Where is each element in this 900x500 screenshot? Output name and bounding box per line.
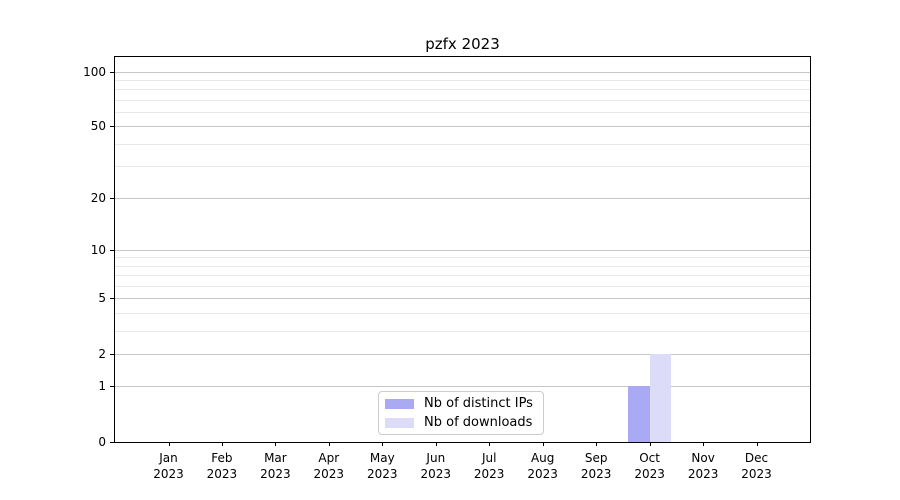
chart-title: pzfx 2023 bbox=[425, 35, 500, 53]
x-tick-mark bbox=[168, 442, 170, 446]
minor-gridline bbox=[115, 112, 810, 113]
y-tick-mark bbox=[110, 442, 114, 443]
x-tick-label: Aug 2023 bbox=[527, 451, 558, 481]
minor-gridline bbox=[115, 285, 810, 287]
y-tick-mark bbox=[110, 353, 114, 355]
bar-downloads bbox=[649, 353, 672, 442]
legend-item-distinct-ips: Nb of distinct IPs bbox=[385, 396, 537, 411]
y-tick-label: 20 bbox=[90, 190, 106, 205]
x-tick-mark bbox=[275, 442, 277, 446]
x-tick-label: Dec 2023 bbox=[741, 451, 772, 481]
y-tick-label: 1 bbox=[98, 379, 106, 394]
x-tick-label: Jul 2023 bbox=[473, 451, 505, 481]
major-gridline bbox=[115, 126, 810, 128]
x-tick-label: Oct 2023 bbox=[634, 451, 665, 481]
minor-gridline bbox=[115, 265, 810, 267]
minor-gridline bbox=[115, 257, 810, 259]
minor-gridline bbox=[115, 330, 810, 332]
legend-label-downloads: Nb of downloads bbox=[424, 415, 533, 430]
y-tick-label: 10 bbox=[90, 242, 106, 257]
legend-swatch-downloads bbox=[385, 417, 414, 428]
legend-label-distinct-ips: Nb of distinct IPs bbox=[424, 396, 533, 411]
y-tick-mark bbox=[110, 298, 114, 300]
legend-swatch-distinct-ips bbox=[385, 398, 414, 409]
minor-gridline bbox=[115, 166, 810, 168]
x-tick-mark bbox=[542, 442, 544, 446]
y-tick-mark bbox=[110, 126, 114, 128]
x-tick-mark bbox=[649, 442, 651, 446]
x-tick-mark bbox=[756, 442, 758, 446]
major-gridline bbox=[115, 249, 810, 251]
bar-distinct-ips bbox=[628, 386, 650, 442]
x-tick-label: Feb 2023 bbox=[206, 451, 238, 481]
x-tick-mark bbox=[703, 442, 705, 446]
major-gridline bbox=[115, 298, 810, 300]
major-gridline bbox=[115, 197, 810, 199]
x-tick-label: Nov 2023 bbox=[687, 451, 719, 481]
x-tick-mark bbox=[382, 442, 384, 446]
legend-item-downloads: Nb of downloads bbox=[385, 415, 537, 430]
y-tick-mark bbox=[110, 249, 114, 251]
minor-gridline bbox=[115, 79, 810, 81]
minor-gridline bbox=[115, 99, 810, 101]
minor-gridline bbox=[115, 143, 810, 145]
x-tick-mark bbox=[328, 442, 330, 446]
x-tick-label: Sep 2023 bbox=[580, 451, 612, 481]
major-gridline bbox=[115, 386, 810, 388]
x-tick-mark bbox=[596, 442, 598, 446]
minor-gridline bbox=[115, 275, 810, 277]
x-tick-label: May 2023 bbox=[367, 451, 398, 481]
y-tick-mark bbox=[110, 386, 114, 388]
y-tick-label: 2 bbox=[98, 346, 106, 361]
x-tick-label: Mar 2023 bbox=[260, 451, 291, 481]
y-tick-label: 0 bbox=[98, 435, 106, 449]
y-tick-mark bbox=[110, 197, 114, 199]
x-tick-mark bbox=[435, 442, 437, 446]
legend: Nb of distinct IPs Nb of downloads bbox=[378, 391, 544, 435]
major-gridline bbox=[115, 353, 810, 355]
x-tick-label: Jan 2023 bbox=[153, 451, 184, 481]
y-tick-mark bbox=[110, 71, 114, 73]
y-tick-label: 5 bbox=[98, 291, 106, 306]
y-tick-label: 100 bbox=[83, 64, 106, 79]
x-tick-mark bbox=[221, 442, 223, 446]
x-tick-label: Jun 2023 bbox=[420, 451, 452, 481]
x-tick-label: Apr 2023 bbox=[313, 451, 345, 481]
x-tick-mark bbox=[489, 442, 491, 446]
minor-gridline bbox=[115, 89, 810, 91]
major-gridline bbox=[115, 71, 810, 73]
minor-gridline bbox=[115, 312, 810, 314]
y-tick-label: 50 bbox=[90, 119, 106, 134]
